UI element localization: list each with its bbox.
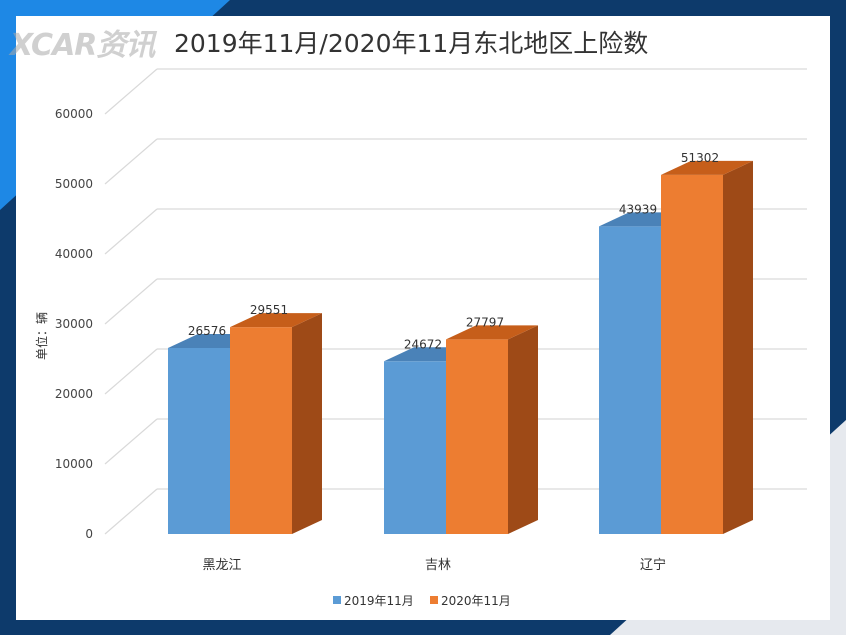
bars (168, 160, 753, 535)
y-tick-label: 10000 (55, 457, 93, 471)
y-tick-label: 40000 (55, 247, 93, 261)
data-label: 29551 (250, 303, 288, 317)
legend-label: 2019年11月 (344, 594, 414, 608)
bar-0-0 (168, 333, 260, 534)
bar-side (508, 325, 538, 534)
gridline-diagonal (104, 348, 158, 395)
gridline-diagonal (104, 138, 158, 185)
category-label: 辽宁 (640, 557, 666, 573)
legend-swatch (430, 596, 438, 604)
bar-1-2 (661, 160, 753, 535)
bar-front (230, 327, 292, 534)
gridline-diagonal (104, 488, 158, 535)
bar-top (446, 325, 538, 340)
y-axis-ticks: 0 10000 20000 30000 40000 50000 60000 (55, 107, 93, 541)
x-axis-categories: 黑龙江 吉林 辽宁 (202, 557, 666, 573)
data-label: 24672 (404, 337, 442, 351)
data-label: 43939 (619, 202, 657, 216)
gridline-diagonal (104, 68, 158, 115)
data-label: 51302 (681, 151, 719, 165)
legend-swatch (333, 596, 341, 604)
bar-front (661, 174, 723, 535)
legend-label: 2020年11月 (441, 594, 511, 608)
gridline-diagonal (104, 418, 158, 465)
bar-1-1 (446, 325, 538, 534)
bar-front (446, 339, 508, 534)
bar-front (599, 226, 661, 534)
bar-1-0 (230, 313, 322, 534)
category-label: 黑龙江 (202, 558, 241, 573)
y-axis-label: 单位：辆 (34, 312, 49, 360)
data-labels: 26576 29551 24672 27797 43939 51302 (188, 151, 719, 351)
y-tick-label: 30000 (55, 317, 93, 331)
legend: 2019年11月 2020年11月 (333, 594, 511, 608)
data-label: 27797 (466, 315, 504, 329)
y-tick-label: 50000 (55, 177, 93, 191)
bar-side (723, 160, 753, 535)
chart-title: 2019年11月/2020年11月东北地区上险数 (174, 29, 649, 58)
bar-front (168, 347, 230, 534)
y-tick-label: 20000 (55, 387, 93, 401)
logo-watermark: XCAR资讯 (10, 28, 155, 63)
category-label: 吉林 (425, 558, 451, 573)
bar-side (292, 313, 322, 534)
bar-front (384, 361, 446, 534)
bar-top (661, 160, 753, 175)
data-label: 26576 (188, 324, 226, 338)
gridline-diagonal (104, 208, 158, 255)
y-tick-label: 60000 (55, 107, 93, 121)
y-tick-label: 0 (85, 527, 93, 541)
bar-top (230, 313, 322, 328)
gridline-diagonal (104, 278, 158, 325)
